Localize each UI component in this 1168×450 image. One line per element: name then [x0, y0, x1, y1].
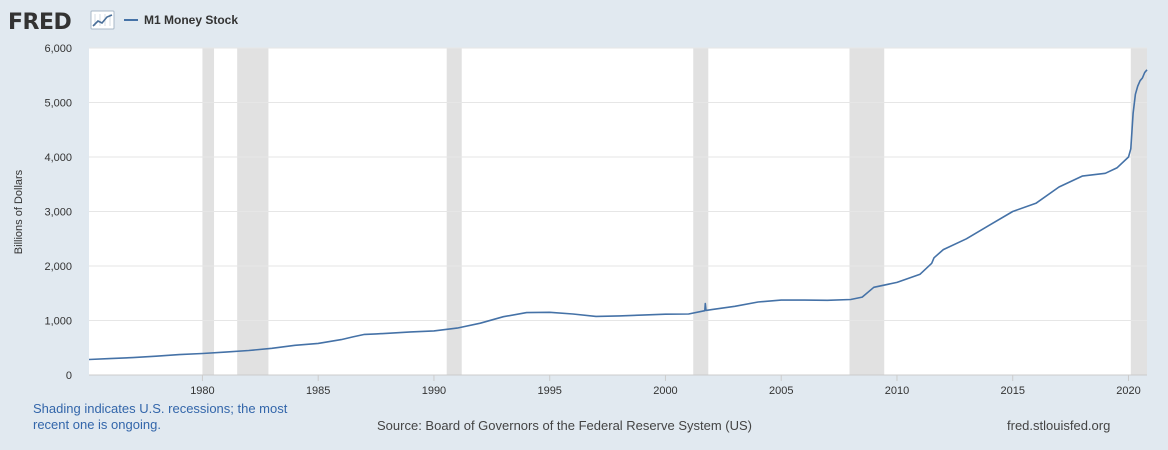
fred-trend-graph-icon: [90, 10, 115, 30]
y-axis-title: Billions of Dollars: [13, 169, 25, 254]
x-tick-label: 1995: [537, 385, 561, 397]
x-tick-label: 2005: [769, 385, 793, 397]
y-tick-label: 2,000: [44, 261, 72, 273]
recession-note-line-2: recent one is ongoing.: [33, 417, 161, 432]
x-tick-label: 1985: [306, 385, 330, 397]
legend-label[interactable]: M1 Money Stock: [144, 13, 238, 27]
recession-note[interactable]: Shading indicates U.S. recessions; the m…: [33, 401, 333, 433]
x-tick-label: 1990: [422, 385, 446, 397]
x-tick-label: 2020: [1116, 385, 1140, 397]
y-tick-label: 1,000: [44, 316, 72, 328]
y-tick-label: 0: [66, 370, 72, 382]
brand-logo-text[interactable]: FRED: [8, 10, 72, 35]
x-tick-label: 1980: [190, 385, 214, 397]
x-tick-label: 2010: [885, 385, 909, 397]
y-tick-label: 3,000: [44, 207, 72, 219]
y-tick-label: 6,000: [44, 43, 72, 55]
x-tick-label: 2015: [1000, 385, 1024, 397]
recession-note-line-1: Shading indicates U.S. recessions; the m…: [33, 401, 288, 416]
series-line-1[interactable]: [88, 69, 1148, 361]
source-note: Source: Board of Governors of the Federa…: [377, 418, 752, 433]
y-tick-label: 4,000: [44, 152, 72, 164]
y-tick-label: 5,000: [44, 98, 72, 110]
site-link[interactable]: fred.stlouisfed.org: [1007, 418, 1111, 433]
x-tick-label: 2000: [653, 385, 677, 397]
